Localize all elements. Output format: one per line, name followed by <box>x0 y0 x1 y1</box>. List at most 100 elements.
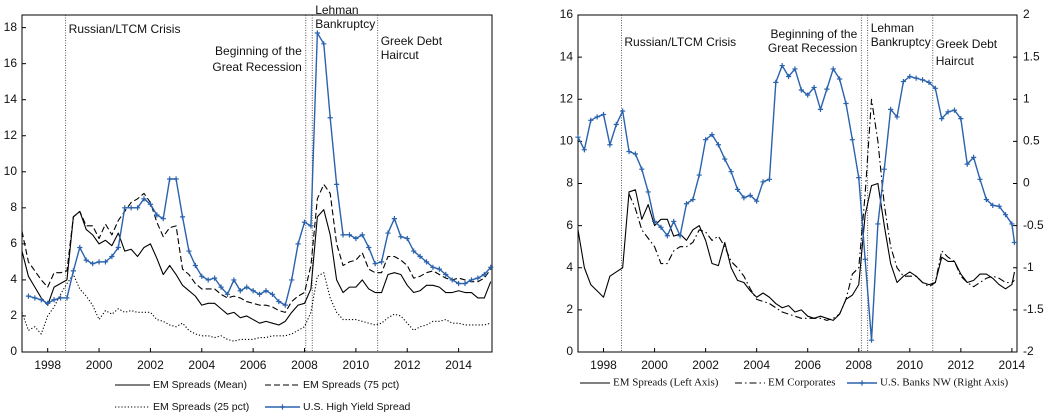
series-marker <box>607 142 613 148</box>
series-marker <box>817 106 824 112</box>
y-tick-label: 14 <box>4 92 18 106</box>
series-marker <box>276 298 282 305</box>
x-tick-label: 1998 <box>34 358 61 372</box>
series-marker <box>734 186 741 192</box>
y2-tick-label: -1 <box>1023 260 1034 274</box>
series-marker <box>958 116 964 122</box>
series-marker <box>263 288 269 294</box>
plot-frame <box>21 14 493 353</box>
series-marker <box>779 62 785 69</box>
y2-tick-label: 1.5 <box>1023 49 1040 63</box>
series-marker <box>715 142 721 148</box>
event-label: Lehman <box>871 21 914 35</box>
series-marker <box>314 30 320 36</box>
series-marker <box>671 218 677 225</box>
series-marker <box>224 291 231 297</box>
y2-tick-label: 0.5 <box>1023 134 1040 148</box>
x-tick-label: 2000 <box>86 358 113 372</box>
series-marker <box>77 244 83 251</box>
series-marker <box>160 216 166 222</box>
series-marker <box>632 151 639 157</box>
series-marker <box>186 248 192 254</box>
x-tick-label: 2010 <box>343 358 370 372</box>
series-marker <box>824 86 830 92</box>
x-tick-label: 2014 <box>999 358 1026 372</box>
series-marker <box>269 291 276 297</box>
series-marker <box>430 264 436 270</box>
series-marker <box>167 176 173 182</box>
series-marker <box>830 66 836 72</box>
series-marker <box>289 277 295 283</box>
legend-marker <box>279 404 286 410</box>
series-marker <box>359 232 365 238</box>
y-tick-label: 2 <box>566 302 573 316</box>
series-marker <box>747 192 753 198</box>
series-marker <box>327 115 333 121</box>
series-marker <box>295 241 301 247</box>
series-marker <box>109 253 115 260</box>
series-marker <box>449 277 455 283</box>
series-line <box>577 64 1016 341</box>
x-tick-label: 2012 <box>394 358 421 372</box>
series-marker <box>837 76 843 82</box>
series-marker <box>728 169 734 175</box>
plot: 1998 2000 2002 2004 2006 2008 2010 2012 20140246… <box>4 3 494 372</box>
series-marker <box>639 166 645 172</box>
y-tick-label: 8 <box>566 176 573 190</box>
x-tick-label: 2002 <box>137 358 164 372</box>
series-marker <box>154 212 160 218</box>
series-marker <box>475 275 481 281</box>
series-marker <box>868 337 875 343</box>
series-marker <box>57 295 64 301</box>
y-tick-label: 0 <box>566 344 573 358</box>
series-marker <box>256 291 263 297</box>
series-marker <box>626 148 632 155</box>
plot: 1998 2000 2002 2004 2006 2008 2010 2012 20140246… <box>560 7 1044 372</box>
series-marker <box>218 284 224 290</box>
series-marker <box>96 259 102 265</box>
series-marker <box>939 116 945 122</box>
series-marker <box>32 295 38 301</box>
event-label: Beginning of the <box>215 44 302 58</box>
series-marker <box>792 66 798 72</box>
series-marker <box>594 114 600 120</box>
series-marker <box>141 196 147 202</box>
series-marker <box>443 271 449 278</box>
x-tick-label: 2002 <box>692 358 719 372</box>
series-line <box>21 209 492 326</box>
x-tick-label: 2006 <box>240 358 267 372</box>
series-marker <box>436 266 442 272</box>
y-tick-label: 2 <box>10 308 17 322</box>
series-marker <box>179 214 186 220</box>
series-marker <box>1002 212 1009 218</box>
y-tick-label: 10 <box>560 134 574 148</box>
x-tick-label: 1998 <box>590 358 617 372</box>
series-marker <box>250 288 256 294</box>
series-marker <box>205 277 211 283</box>
series-marker <box>346 232 353 238</box>
x-tick-label: 2004 <box>743 358 770 372</box>
series-marker <box>651 218 658 225</box>
x-tick-label: 2000 <box>641 358 668 372</box>
series-marker <box>321 41 327 47</box>
series-marker <box>378 259 385 265</box>
series-marker <box>785 73 792 80</box>
event-label: Russian/LTCM Crisis <box>69 22 181 36</box>
series-marker <box>900 78 907 85</box>
legend-label: EM Spreads (Mean) <box>153 379 247 391</box>
series-marker <box>760 179 766 185</box>
series-marker <box>83 257 89 263</box>
series-marker <box>754 198 760 204</box>
series-marker <box>308 223 314 229</box>
y2-tick-label: -2 <box>1023 344 1034 358</box>
legend-label: EM Spreads (75 pct) <box>303 379 399 391</box>
series-marker <box>926 79 932 85</box>
series-marker <box>411 248 417 254</box>
series-marker <box>45 300 51 306</box>
y-tick-label: 10 <box>4 164 18 178</box>
y-tick-label: 16 <box>4 56 18 70</box>
series-marker <box>881 166 887 172</box>
series-marker <box>932 85 938 91</box>
